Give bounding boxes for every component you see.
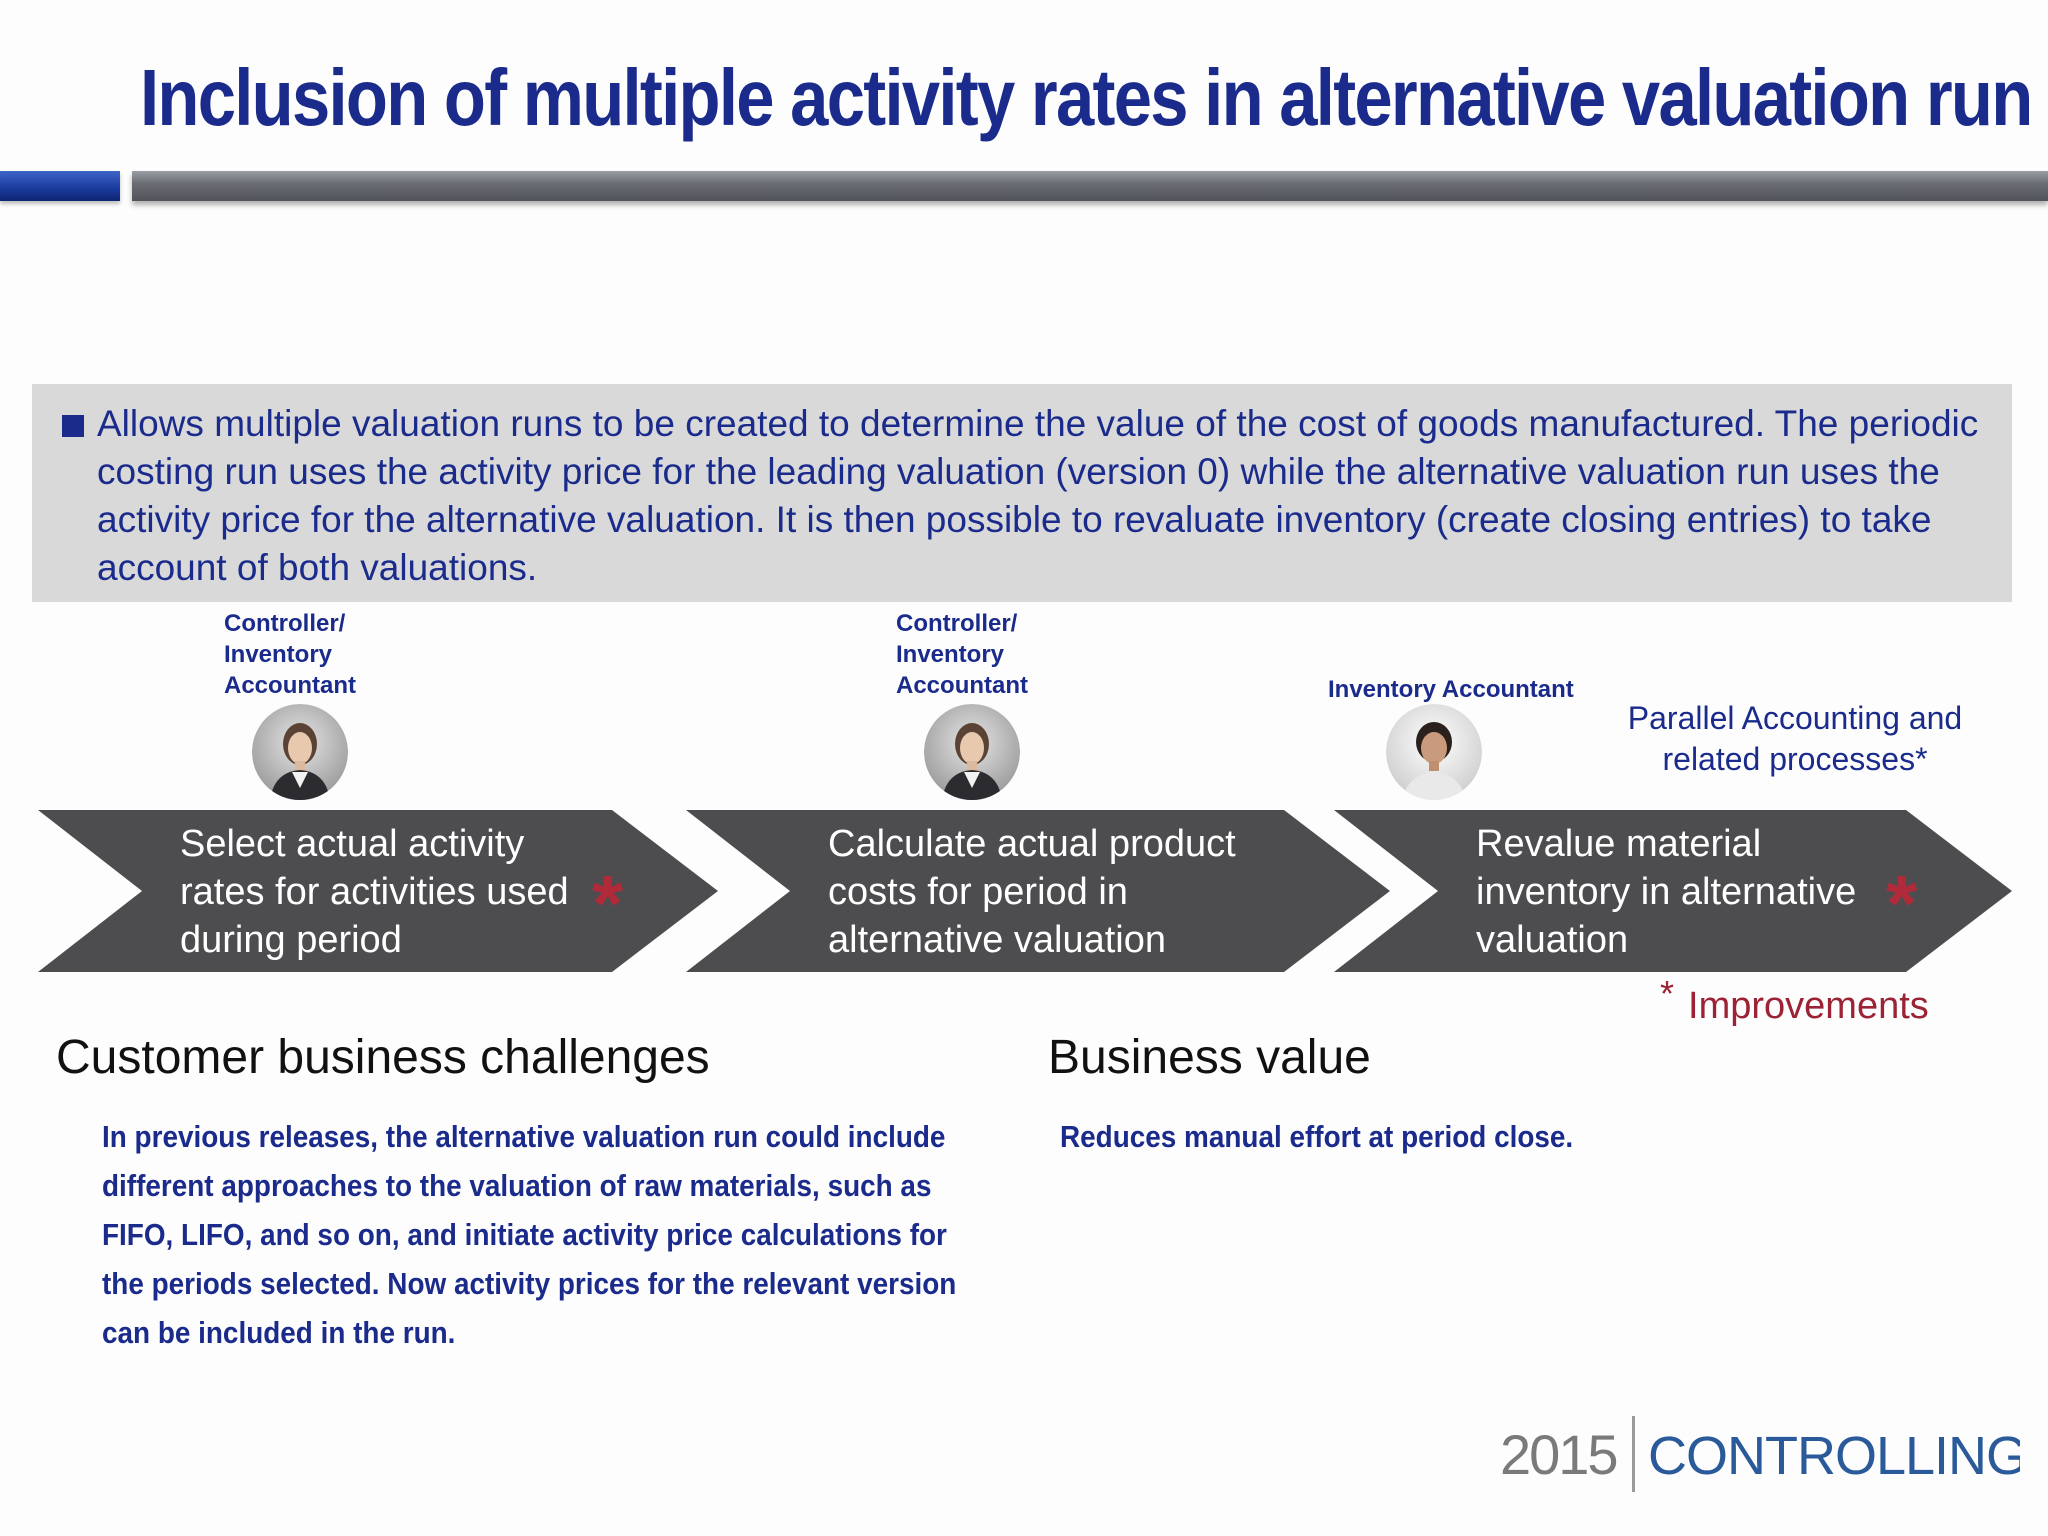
step-label-line: costs for period in [828, 871, 1128, 913]
title-rule-accent [0, 171, 120, 201]
improvement-star-icon: * [1886, 859, 1918, 948]
step-label-line: alternative valuation [828, 919, 1166, 961]
role-label-line: Inventory [896, 641, 1005, 668]
role-label-line: Controller/ [224, 610, 346, 637]
improvements-legend: * Improvements [1660, 973, 1929, 1028]
avatar-2 [924, 704, 1020, 800]
value-body: Reduces manual effort at period close. [1060, 1119, 1574, 1154]
step-label-line: during period [180, 919, 402, 961]
avatar-3 [1386, 704, 1482, 800]
process-flow [38, 810, 2012, 972]
process-step-2-chevron [686, 810, 1390, 972]
process-step-2-label: Calculate actual product costs for perio… [828, 820, 1236, 964]
note-line: related processes* [1662, 741, 1928, 777]
footer-divider [1632, 1416, 1635, 1492]
role-label-line: Inventory [224, 641, 333, 668]
summary-text: Allows multiple valuation runs to be cre… [97, 403, 1979, 588]
improvements-label: Improvements [1688, 985, 1929, 1027]
step-label-line: Calculate actual product [828, 823, 1236, 865]
summary-box [32, 384, 2012, 602]
square-bullet-icon [62, 415, 84, 437]
footer-topic: CONTROLLING [1648, 1426, 2020, 1486]
asterisk-icon: * [1660, 973, 1675, 1014]
footer-logo: 2015 CONTROLLING [1500, 1416, 2020, 1492]
parallel-accounting-note: Parallel Accounting and related processe… [1560, 698, 2030, 780]
role-label-line: Controller/ [896, 610, 1018, 637]
value-heading: Business value [1048, 1031, 1371, 1084]
role-label-3: Inventory Accountant [1328, 674, 1574, 705]
role-label-1: Controller/ Inventory Accountant [224, 608, 356, 701]
process-step-3-label: Revalue material inventory in alternativ… [1476, 820, 1856, 964]
step-label-line: Select actual activity [180, 823, 525, 865]
person-avatar-icon [252, 704, 348, 800]
note-line: Parallel Accounting and [1627, 700, 1963, 736]
role-label-line: Accountant [896, 672, 1028, 699]
title-rule-bar [132, 171, 2048, 201]
role-label-line: Accountant [224, 672, 356, 699]
person-avatar-icon [924, 704, 1020, 800]
step-label-line: rates for activities used [180, 871, 569, 913]
step-label-line: valuation [1476, 919, 1629, 961]
challenges-heading: Customer business challenges [56, 1031, 710, 1084]
challenges-body: In previous releases, the alternative va… [102, 1119, 957, 1350]
step-label-line: Revalue material [1476, 823, 1762, 865]
person-avatar-icon [1386, 704, 1482, 800]
process-step-1-chevron [38, 810, 718, 972]
process-step-1-label: Select actual activity rates for activit… [180, 820, 569, 964]
footer-year: 2015 [1500, 1423, 1617, 1486]
process-step-3-chevron [1334, 810, 2012, 972]
role-label-line: Inventory Accountant [1328, 676, 1574, 703]
step-label-line: inventory in alternative [1476, 871, 1857, 913]
role-label-2: Controller/ Inventory Accountant [896, 608, 1028, 701]
slide-title: Inclusion of multiple activity rates in … [140, 53, 2033, 142]
improvement-star-icon: * [592, 859, 624, 948]
avatar-1 [252, 704, 348, 800]
